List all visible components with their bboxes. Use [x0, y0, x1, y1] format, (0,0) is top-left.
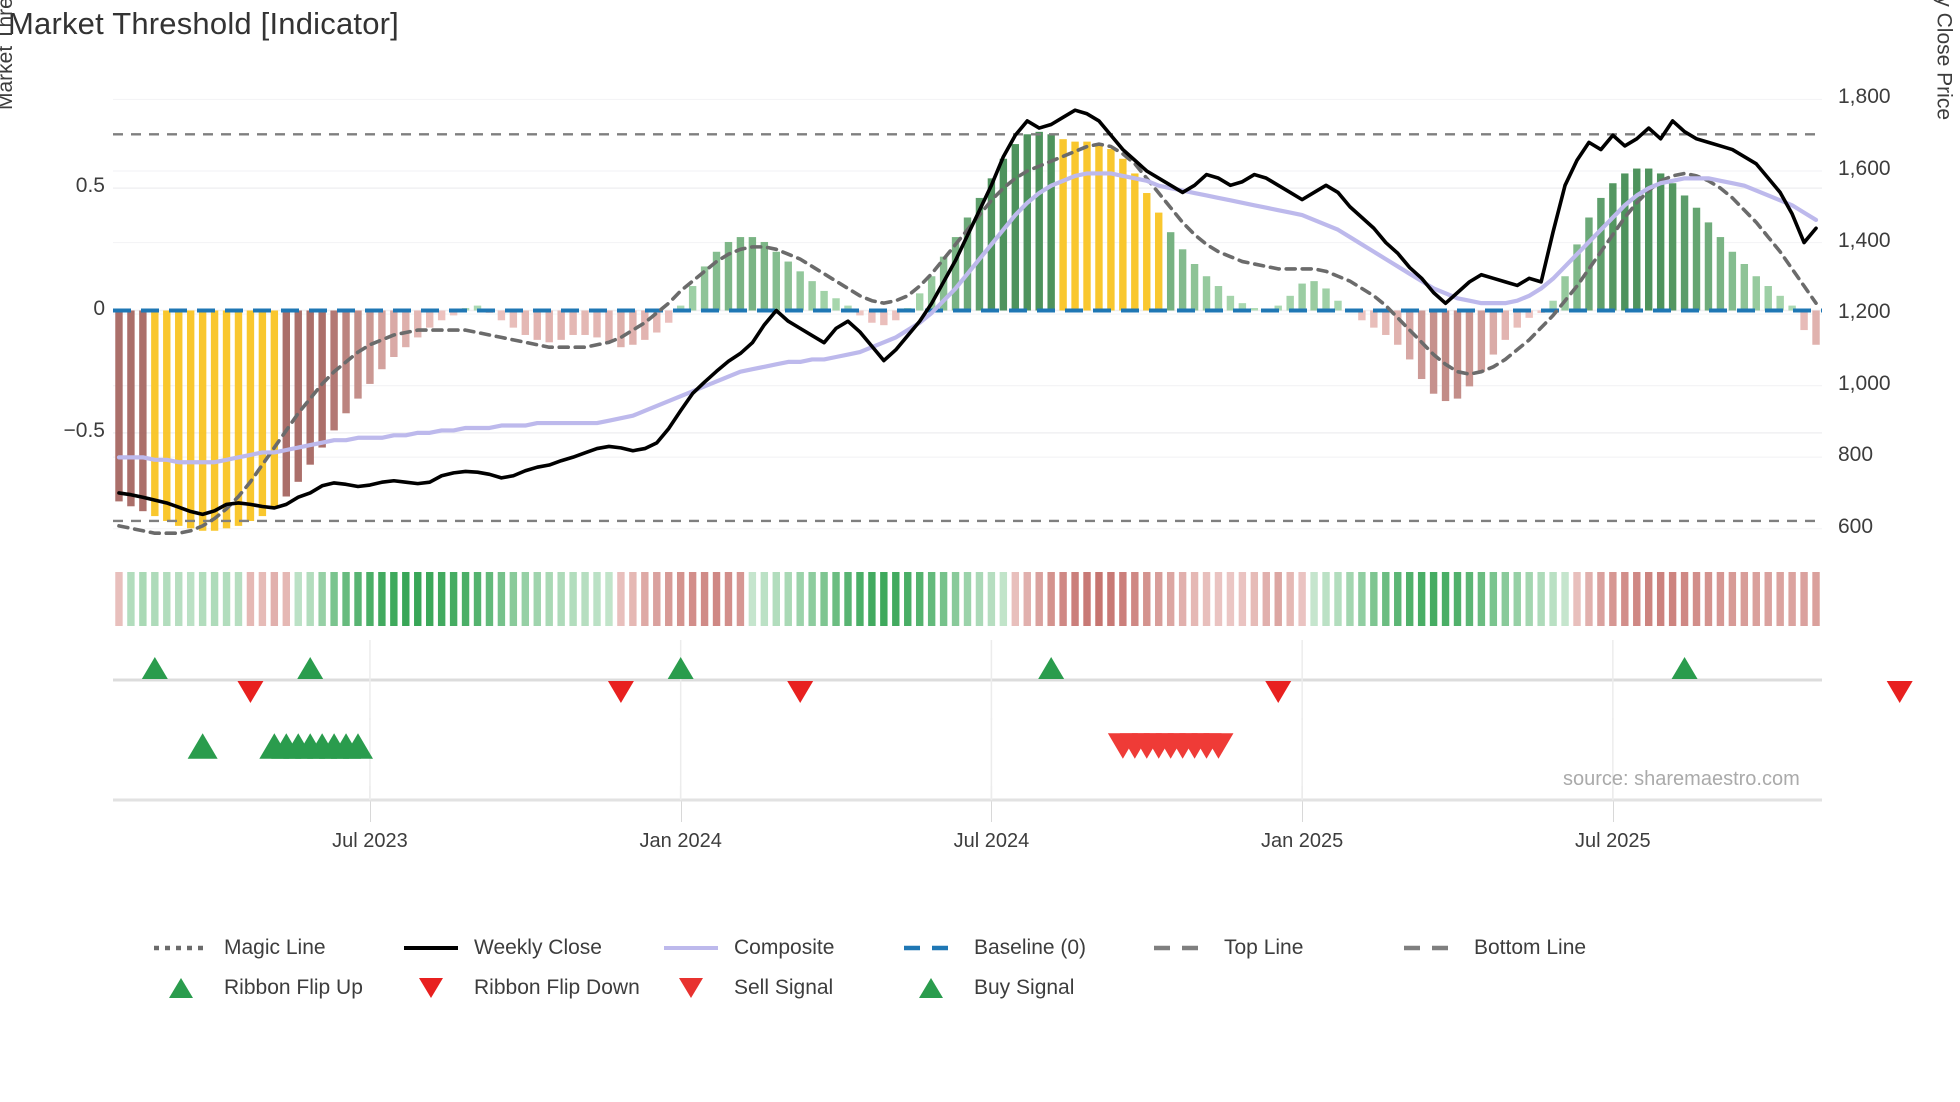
page-title: Market Threshold [Indicator]: [8, 6, 399, 41]
solid-line-icon: [660, 937, 722, 959]
legend-item-label: Ribbon Flip Down: [474, 976, 640, 999]
legend-item[interactable]: Top Line: [1150, 928, 1400, 968]
legend-item[interactable]: Buy Signal: [900, 968, 1150, 1008]
left-axis-tick: 0: [93, 296, 105, 320]
legend-item[interactable]: Composite: [660, 928, 900, 968]
legend-row-lines: Magic Line Weekly Close Composite Baseline …: [150, 928, 1850, 968]
x-axis-tick: Jul 2024: [953, 830, 1030, 852]
dashed-line-icon: [900, 937, 962, 959]
legend-item[interactable]: Weekly Close: [400, 928, 660, 968]
x-axis-tick-mark: [369, 800, 371, 822]
triangle-down-icon: [400, 977, 462, 999]
legend-item[interactable]: Ribbon Flip Down: [400, 968, 660, 1008]
triangle-up-icon: [150, 977, 212, 999]
legend-item-label: Sell Signal: [734, 976, 834, 999]
legend-item-label: Bottom Line: [1474, 936, 1587, 959]
dotted-line-icon: [150, 937, 212, 959]
legend-item-label: Composite: [734, 936, 835, 959]
legend-row-markers: Ribbon Flip Up Ribbon Flip Down Sell Signa…: [150, 968, 1850, 1008]
lower-axis-area: [113, 786, 1822, 826]
legend-item[interactable]: Magic Line: [150, 928, 400, 968]
legend-item-label: Top Line: [1224, 936, 1304, 959]
x-axis-tick: Jul 2025: [1575, 830, 1651, 852]
x-axis-tick-mark: [680, 800, 682, 822]
left-axis-tick: 0.5: [75, 174, 105, 198]
lower-axis-svg: [113, 786, 1822, 802]
left-axis-title: Market Threshold (Composite): [0, 0, 18, 110]
right-axis-tick: 1,800: [1838, 85, 1891, 109]
main-plot-svg: [113, 98, 1822, 536]
main-plot: [113, 78, 1822, 543]
legend-item[interactable]: Bottom Line: [1400, 928, 1650, 968]
flip-marker-lane: [113, 640, 1913, 720]
legend-item[interactable]: Sell Signal: [660, 968, 900, 1008]
right-axis-tick: 1,400: [1838, 228, 1891, 252]
solid-line-icon: [400, 937, 462, 959]
legend-item[interactable]: Ribbon Flip Up: [150, 968, 400, 1008]
legend-item-label: Baseline (0): [974, 936, 1087, 959]
x-axis-tick: Jan 2025: [1260, 830, 1344, 852]
ribbon-svg: [115, 572, 1820, 626]
legend-item-label: Ribbon Flip Up: [224, 976, 363, 999]
signal-svg: [187, 718, 1614, 798]
x-axis-tick-mark: [991, 800, 993, 822]
legend-item-label: Buy Signal: [974, 976, 1075, 999]
triangle-down-icon: [660, 977, 722, 999]
legend-item-label: Weekly Close: [474, 936, 602, 959]
chart-legend: Magic Line Weekly Close Composite Baseline …: [150, 928, 1850, 1008]
right-axis-title: Weekly Close Price: [1933, 0, 1956, 120]
right-axis-tick: 800: [1838, 443, 1874, 467]
dashed-line-icon: [1150, 937, 1212, 959]
x-axis-tick: Jul 2023: [332, 830, 408, 852]
legend-item[interactable]: Baseline (0): [900, 928, 1150, 968]
right-axis-tick: 1,000: [1838, 371, 1891, 395]
triangle-up-icon: [900, 977, 962, 999]
right-axis-tick: 1,200: [1838, 300, 1891, 324]
signal-marker-lane: [113, 718, 1822, 798]
left-axis-tick: −0.5: [63, 418, 105, 442]
flip-svg: [113, 640, 1913, 720]
x-axis-tick-mark: [1302, 800, 1304, 822]
dashed-line-icon: [1400, 937, 1462, 959]
x-axis-tick-mark: [1612, 800, 1614, 822]
right-axis-tick: 600: [1838, 514, 1874, 538]
right-axis-tick: 1,600: [1838, 157, 1891, 180]
x-axis-tick: Jan 2024: [639, 830, 722, 852]
source-attribution: source: sharemaestro.com: [1563, 768, 1800, 790]
ribbon-strip: [113, 568, 1822, 630]
legend-item-label: Magic Line: [224, 936, 326, 959]
